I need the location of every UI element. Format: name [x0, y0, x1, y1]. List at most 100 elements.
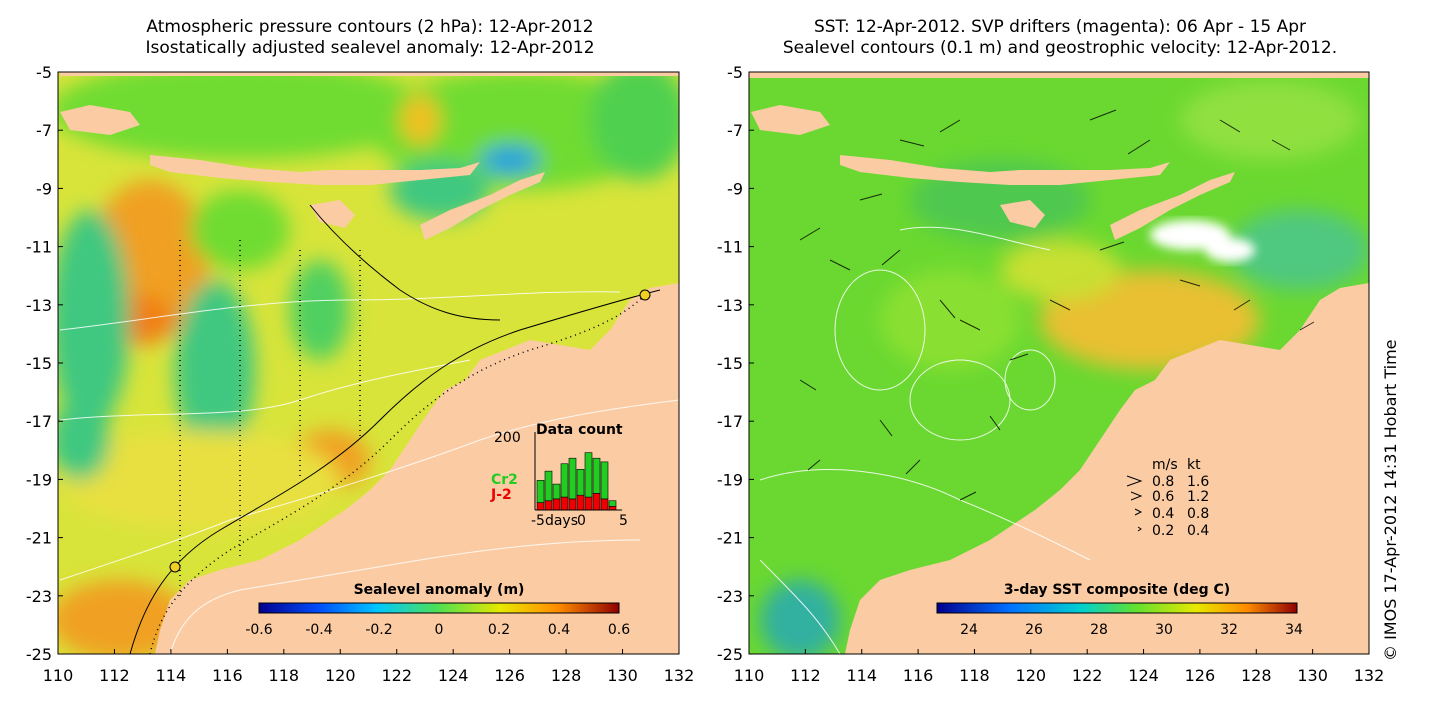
lat-tick-label: -15: [26, 354, 52, 373]
lon-tick-label: 122: [1072, 666, 1103, 685]
lat-tick-label: -25: [26, 645, 52, 664]
left-cb-tick: -0.6: [245, 622, 272, 638]
inset-bar-j2: [568, 498, 577, 511]
key-ms: 0.2: [1152, 523, 1174, 539]
lon-tick-label: 110: [43, 666, 74, 685]
lon-tick-label: 128: [1241, 666, 1272, 685]
lat-tick-label: -5: [727, 63, 743, 82]
velocity-key: m/s kt 0.8 1.6 0.6 1.2 0.4 0.8 0.2 0.4: [1126, 457, 1209, 539]
left-colorbar-label: Sealevel anomaly (m): [354, 582, 525, 598]
left-title-line2: Isostatically adjusted sealevel anomaly:…: [145, 38, 595, 58]
lat-tick-label: -25: [717, 645, 743, 664]
key-kt: 0.4: [1187, 523, 1209, 539]
axis-labels: -5 -7 -9 -11 -13 -15 -17 -19 -21 -23 -25 110 112 114 1…: [26, 63, 1384, 685]
inset-bar-cr2: [592, 457, 601, 494]
lon-tick-label: 120: [325, 666, 356, 685]
left-cb-tick: -0.4: [305, 622, 332, 638]
lon-tick-label: 112: [790, 666, 821, 685]
lat-tick-label: -23: [26, 587, 52, 606]
lon-tick-label: 132: [664, 666, 695, 685]
inset-bar-j2: [552, 498, 561, 511]
lat-tick-label: -19: [26, 470, 52, 489]
key-kt: 1.2: [1187, 489, 1209, 505]
lat-tick-label: -7: [727, 121, 743, 140]
lat-tick-label: -9: [36, 179, 52, 198]
inset-bar-cr2: [552, 483, 561, 500]
lon-tick-label: 118: [269, 666, 300, 685]
right-map: [749, 72, 1369, 654]
inset-bar-cr2: [568, 457, 577, 500]
right-title-line1: SST: 12-Apr-2012. SVP drifters (magenta)…: [813, 17, 1307, 37]
left-cb-tick: 0.4: [548, 622, 570, 638]
right-cb-tick: 24: [960, 622, 978, 638]
lon-tick-label: 110: [734, 666, 765, 685]
key-ms: 0.4: [1152, 506, 1174, 522]
inset-bar-j2: [584, 496, 593, 511]
lat-tick-label: -13: [717, 296, 743, 315]
lat-tick-label: -15: [717, 354, 743, 373]
lon-tick-label: 124: [438, 666, 469, 685]
right-colorbar-label: 3-day SST composite (deg C): [1004, 582, 1230, 598]
lon-tick-label: 130: [607, 666, 638, 685]
lon-tick-label: 116: [212, 666, 243, 685]
inset-bar-cr2: [600, 461, 609, 500]
inset-bar-j2: [536, 502, 545, 511]
inset-ymax: 200: [494, 430, 521, 446]
right-panel-title: SST: 12-Apr-2012. SVP drifters (magenta)…: [720, 17, 1400, 59]
right-cb-tick: 28: [1090, 622, 1108, 638]
left-cb-tick: -0.2: [365, 622, 392, 638]
inset-bar-cr2: [608, 500, 617, 507]
right-title-line2: Sealevel contours (0.1 m) and geostrophi…: [782, 38, 1338, 58]
lon-tick-label: 130: [1297, 666, 1328, 685]
inset-bar-j2: [560, 496, 569, 511]
lon-tick-label: 126: [494, 666, 525, 685]
inset-series-cr2: Cr2: [491, 472, 518, 488]
inset-bar-cr2: [544, 470, 553, 502]
inset-bar-cr2: [584, 452, 593, 498]
imos-credit: © IMOS 17-Apr-2012 14:31 Hobart Time: [1381, 339, 1400, 661]
lon-tick-label: 132: [1354, 666, 1385, 685]
lat-tick-label: -5: [36, 63, 52, 82]
inset-bar-j2: [592, 493, 601, 511]
inset-bar-j2: [576, 494, 585, 511]
lon-tick-label: 116: [903, 666, 934, 685]
inset-bar-cr2: [576, 468, 585, 496]
lat-tick-label: -7: [36, 121, 52, 140]
key-ms: 0.6: [1152, 489, 1174, 505]
lat-tick-label: -9: [727, 179, 743, 198]
inset-bar-j2: [544, 500, 553, 511]
inset-xlabel: -5days: [531, 513, 578, 529]
lat-tick-label: -17: [717, 412, 743, 431]
right-colorbar-ticks: 24 26 28 30 32 34: [960, 622, 1303, 638]
key-kt: 0.8: [1187, 506, 1209, 522]
lat-tick-label: -13: [26, 296, 52, 315]
left-cb-tick: 0.6: [608, 622, 630, 638]
key-header-kt: kt: [1187, 457, 1201, 473]
left-colorbar: [258, 602, 620, 614]
inset-xlabel: 0: [577, 513, 586, 529]
inset-bar-j2: [600, 498, 609, 511]
lon-tick-label: 120: [1016, 666, 1047, 685]
lon-tick-label: 114: [156, 666, 187, 685]
inset-bar-j2: [608, 505, 617, 511]
lat-tick-label: -17: [26, 412, 52, 431]
lat-tick-label: -11: [717, 238, 743, 257]
data-count-inset: Data count 200 Cr2 J-2 -5days 0 5: [490, 422, 628, 529]
left-title-line1: Atmospheric pressure contours (2 hPa): 1…: [146, 17, 594, 37]
inset-title: Data count: [536, 422, 623, 438]
right-cb-tick: 32: [1220, 622, 1238, 638]
lon-tick-label: 114: [846, 666, 877, 685]
key-ms: 0.8: [1152, 474, 1174, 490]
inset-bar-cr2: [560, 463, 569, 498]
key-header-ms: m/s: [1152, 457, 1178, 473]
left-panel-title: Atmospheric pressure contours (2 hPa): 1…: [40, 17, 700, 59]
lon-tick-label: 126: [1185, 666, 1216, 685]
lon-tick-label: 122: [381, 666, 412, 685]
inset-bar-cr2: [536, 480, 545, 503]
inset-series-j2: J-2: [490, 487, 512, 503]
lon-tick-label: 112: [99, 666, 130, 685]
key-kt: 1.6: [1187, 474, 1209, 490]
lat-tick-label: -21: [26, 529, 52, 548]
left-cb-tick: 0.2: [488, 622, 510, 638]
